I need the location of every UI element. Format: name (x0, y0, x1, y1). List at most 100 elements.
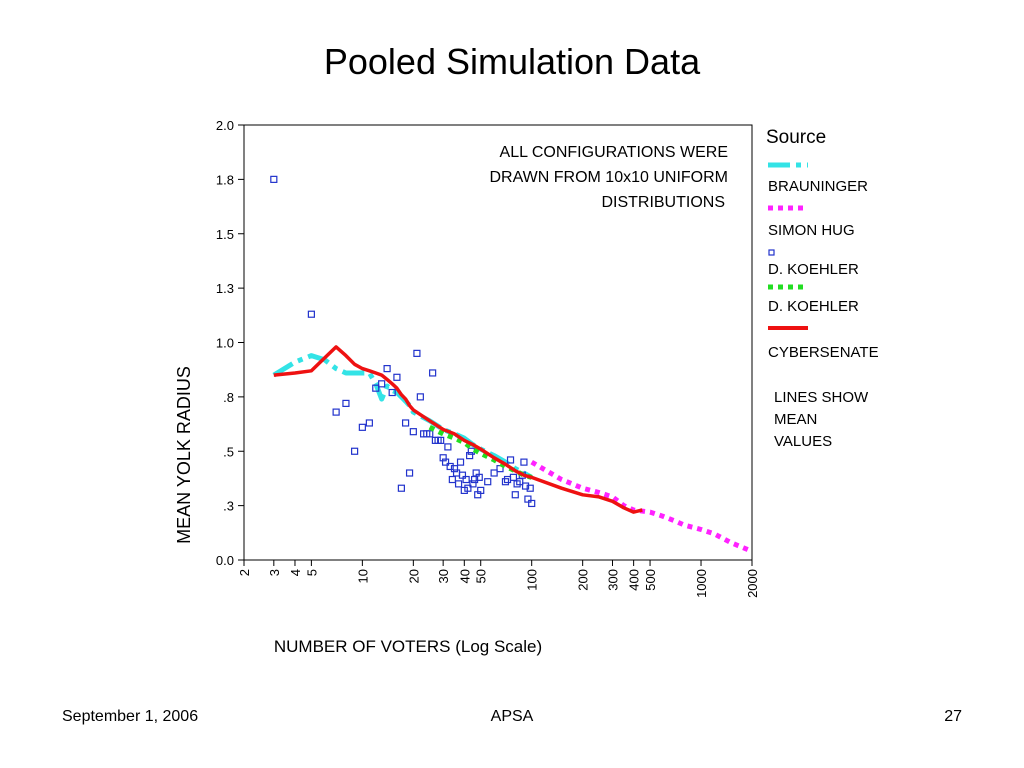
series-line-4 (273, 345, 643, 514)
x-tick-label: 40 (457, 569, 472, 583)
data-point (405, 469, 414, 477)
legend-label-koehler-line: D. KOEHLER (768, 298, 859, 315)
x-tick-label: 2000 (745, 569, 760, 598)
x-tick-label: 3 (267, 569, 282, 576)
x-tick-label: 50 (474, 569, 489, 583)
data-point (528, 499, 536, 508)
data-point (501, 478, 510, 486)
data-point (446, 462, 454, 471)
data-point (464, 484, 472, 492)
data-point (372, 384, 380, 392)
footer-conference: APSA (490, 708, 534, 725)
data-point (484, 478, 492, 486)
y-tick-label: .3 (223, 499, 234, 514)
x-tick-label: 2 (237, 569, 252, 576)
data-point (477, 486, 485, 494)
data-point (521, 482, 530, 490)
legend-title: Source (766, 127, 826, 148)
footer-page-number: 27 (944, 708, 962, 725)
data-point (452, 469, 461, 477)
x-tick-label: 300 (605, 569, 620, 591)
data-point (378, 380, 386, 388)
data-point (393, 373, 401, 381)
slide-title: Pooled Simulation Data (323, 41, 701, 82)
legend-note-line-3: VALUES (774, 433, 832, 450)
legend-note-line-1: LINES SHOW (774, 389, 869, 406)
data-point (409, 428, 417, 436)
data-point (466, 452, 474, 460)
data-point (413, 349, 421, 357)
annotation-line-1: ALL CONFIGURATIONS WERE (500, 144, 728, 161)
x-tick-label: 5 (304, 569, 319, 576)
data-point (511, 491, 519, 499)
data-point (520, 458, 528, 466)
legend-label-simon-hug: SIMON HUG (768, 222, 855, 239)
data-point (416, 393, 424, 401)
data-point (307, 310, 315, 318)
data-point (437, 436, 445, 444)
data-point (475, 473, 483, 481)
y-tick-label: 1.5 (216, 227, 234, 242)
legend-label-cybersenate: CYBERSENATE (768, 344, 879, 361)
data-point (448, 475, 456, 484)
x-tick-label: 200 (576, 569, 591, 591)
data-point (469, 480, 477, 488)
x-tick-label: 100 (525, 569, 540, 591)
x-axis-label: NUMBER OF VOTERS (Log Scale) (274, 637, 542, 656)
y-tick-label: 1.3 (216, 281, 234, 296)
x-tick-label: 400 (627, 569, 642, 591)
legend: Source BRAUNINGER SIMON HUG D. KOEHLER D… (766, 127, 879, 450)
plot-frame (243, 124, 753, 561)
data-point (365, 419, 373, 427)
legend-swatch-koehler-points (768, 249, 775, 256)
series-line-1 (530, 459, 753, 554)
data-point (454, 480, 463, 488)
data-point (270, 175, 278, 183)
footer-date: September 1, 2006 (62, 708, 199, 725)
data-point (426, 430, 434, 438)
data-point (462, 475, 470, 484)
data-point (332, 408, 340, 416)
data-point (509, 473, 518, 481)
y-tick-label: 1.0 (216, 336, 234, 351)
legend-label-brauninger: BRAUNINGER (768, 178, 868, 195)
y-tick-label: 2.0 (216, 118, 234, 133)
data-point (524, 495, 532, 503)
y-tick-label: .8 (223, 390, 234, 405)
data-point (351, 447, 359, 455)
series-layer (270, 175, 753, 554)
legend-label-koehler-points: D. KOEHLER (768, 261, 859, 278)
data-point (342, 399, 350, 407)
x-tick-label: 4 (288, 569, 303, 576)
data-point (526, 484, 534, 492)
data-point (397, 484, 405, 492)
data-point (490, 469, 498, 477)
x-axis: 2 3 4 5 10 20 30 40 50 100 200 300 400 500 1000 2000 (237, 560, 760, 598)
data-point (450, 465, 459, 473)
data-point (358, 423, 366, 431)
data-point (383, 365, 391, 373)
data-point (429, 369, 437, 377)
data-point (444, 443, 452, 451)
series-line-3 (428, 425, 533, 480)
data-point (388, 388, 396, 397)
data-point (441, 458, 450, 466)
y-tick-label: .5 (223, 444, 234, 459)
x-tick-label: 10 (355, 569, 370, 583)
y-tick-label: 0.0 (216, 553, 234, 568)
y-axis-label: MEAN YOLK RADIUS (174, 366, 194, 544)
data-point (458, 471, 467, 479)
data-point (456, 458, 465, 466)
annotation-line-3: DISTRIBUTIONS (601, 194, 725, 211)
x-tick-label: 20 (406, 569, 421, 583)
x-tick-label: 500 (643, 569, 658, 591)
y-tick-label: 1.8 (216, 172, 234, 187)
x-tick-label: 1000 (694, 569, 709, 598)
data-point (506, 456, 515, 464)
data-point (503, 475, 512, 484)
x-tick-label: 30 (436, 569, 451, 583)
data-point (401, 419, 410, 427)
chart-annotation: ALL CONFIGURATIONS WERE DRAWN FROM 10x10… (489, 144, 728, 211)
annotation-line-2: DRAWN FROM 10x10 UNIFORM (489, 169, 728, 186)
